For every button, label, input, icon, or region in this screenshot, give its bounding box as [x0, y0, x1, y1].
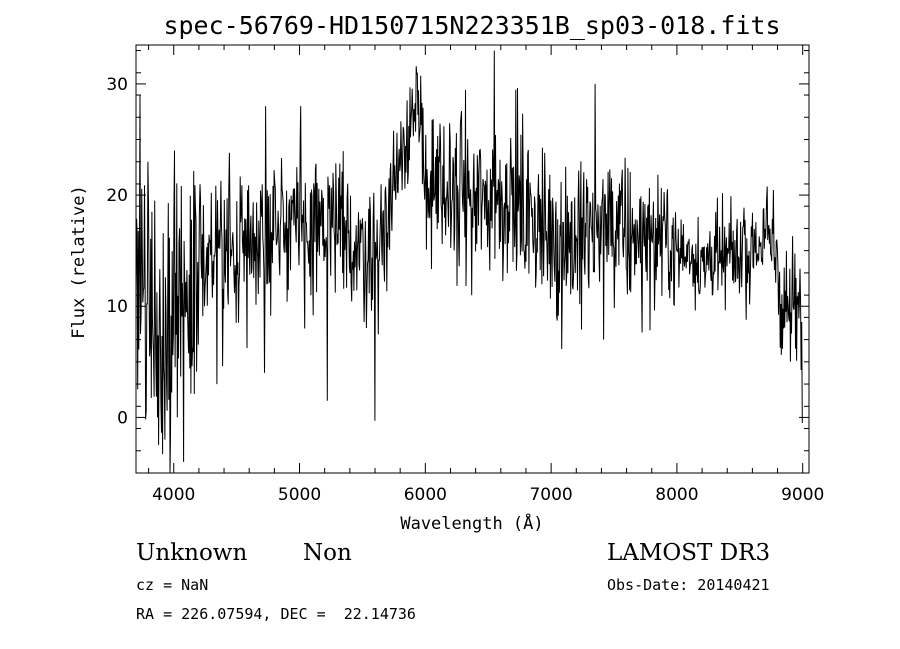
y-tick-label: 20 — [106, 186, 128, 206]
object-subclass: Non — [303, 540, 352, 566]
y-tick-label: 0 — [117, 408, 128, 428]
x-tick-label: 6000 — [404, 485, 447, 505]
y-tick-label: 10 — [106, 297, 128, 317]
survey-label: LAMOST DR3 — [607, 540, 771, 566]
plot-frame — [135, 44, 810, 474]
obs-date: Obs-Date: 20140421 — [607, 576, 770, 594]
y-axis-label: Flux (relative) — [69, 185, 89, 339]
x-axis-label: Wavelength (Å) — [400, 512, 543, 534]
spectrum-line — [135, 50, 803, 474]
y-tick-label: 30 — [106, 75, 128, 95]
x-tick-label: 8000 — [655, 485, 698, 505]
x-tick-label: 4000 — [152, 485, 195, 505]
x-tick-label: 5000 — [278, 485, 321, 505]
cz-value: cz = NaN — [136, 576, 209, 594]
x-tick-label: 9000 — [781, 485, 824, 505]
chart-title: spec-56769-HD150715N223351B_sp03-018.fit… — [163, 11, 780, 40]
x-tick-label: 7000 — [529, 485, 572, 505]
object-class: Unknown — [136, 540, 248, 566]
ra-dec-coordinates: RA = 226.07594, DEC = 22.14736 — [136, 605, 416, 623]
